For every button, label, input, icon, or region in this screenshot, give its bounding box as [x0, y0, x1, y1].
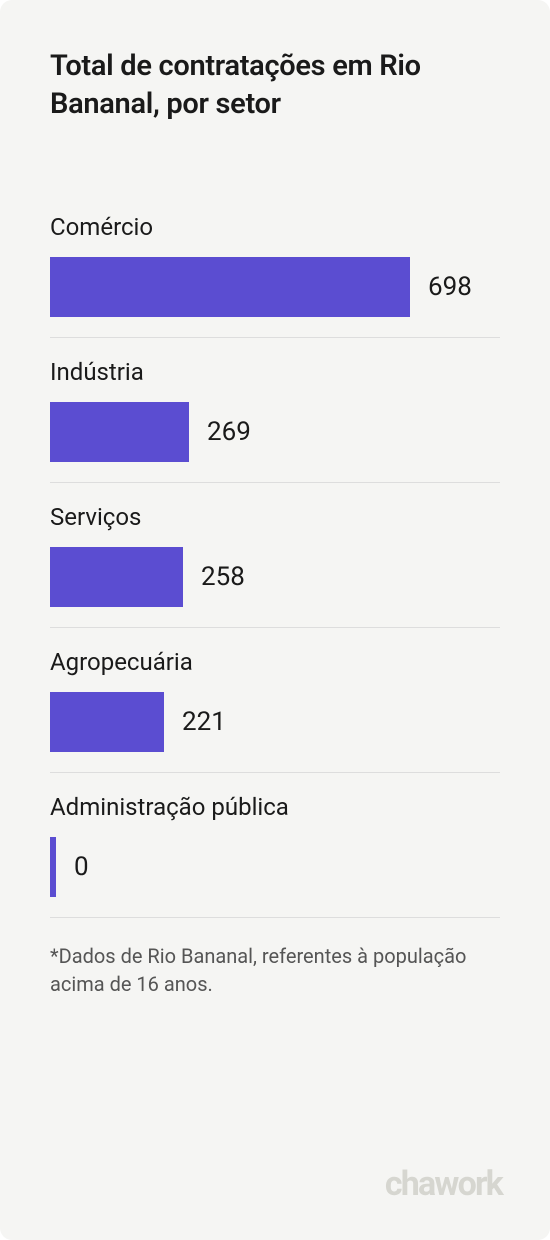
bar-group: Indústria 269	[50, 358, 500, 483]
bar	[50, 692, 164, 752]
bar	[50, 257, 410, 317]
bar	[50, 547, 183, 607]
bar-label: Indústria	[50, 358, 500, 386]
bar-value: 269	[207, 417, 251, 447]
bar-row: 698	[50, 257, 500, 317]
bar-value: 221	[182, 707, 226, 737]
bar-group: Comércio 698	[50, 213, 500, 338]
chart-title: Total de contratações em Rio Bananal, po…	[50, 48, 500, 123]
brand-logo: chawork	[385, 1164, 502, 1204]
bar-label: Comércio	[50, 213, 500, 241]
bar-group: Serviços 258	[50, 503, 500, 628]
bar-value: 698	[428, 272, 472, 302]
bar-label: Serviços	[50, 503, 500, 531]
bar-chart: Comércio 698 Indústria 269 Serviços 258 Agrope…	[50, 213, 500, 918]
bar-group: Agropecuária 221	[50, 648, 500, 773]
bar	[50, 402, 189, 462]
bar-row: 258	[50, 547, 500, 607]
bar-value: 0	[74, 852, 89, 882]
bar-row: 221	[50, 692, 500, 752]
chart-card: Total de contratações em Rio Bananal, po…	[0, 0, 550, 1240]
bar-label: Administração pública	[50, 793, 500, 821]
bar-group: Administração pública 0	[50, 793, 500, 918]
bar-row: 269	[50, 402, 500, 462]
bar-row: 0	[50, 837, 500, 897]
bar	[50, 837, 56, 897]
chart-footnote: *Dados de Rio Bananal, referentes à popu…	[50, 942, 500, 998]
bar-value: 258	[201, 562, 245, 592]
bar-label: Agropecuária	[50, 648, 500, 676]
